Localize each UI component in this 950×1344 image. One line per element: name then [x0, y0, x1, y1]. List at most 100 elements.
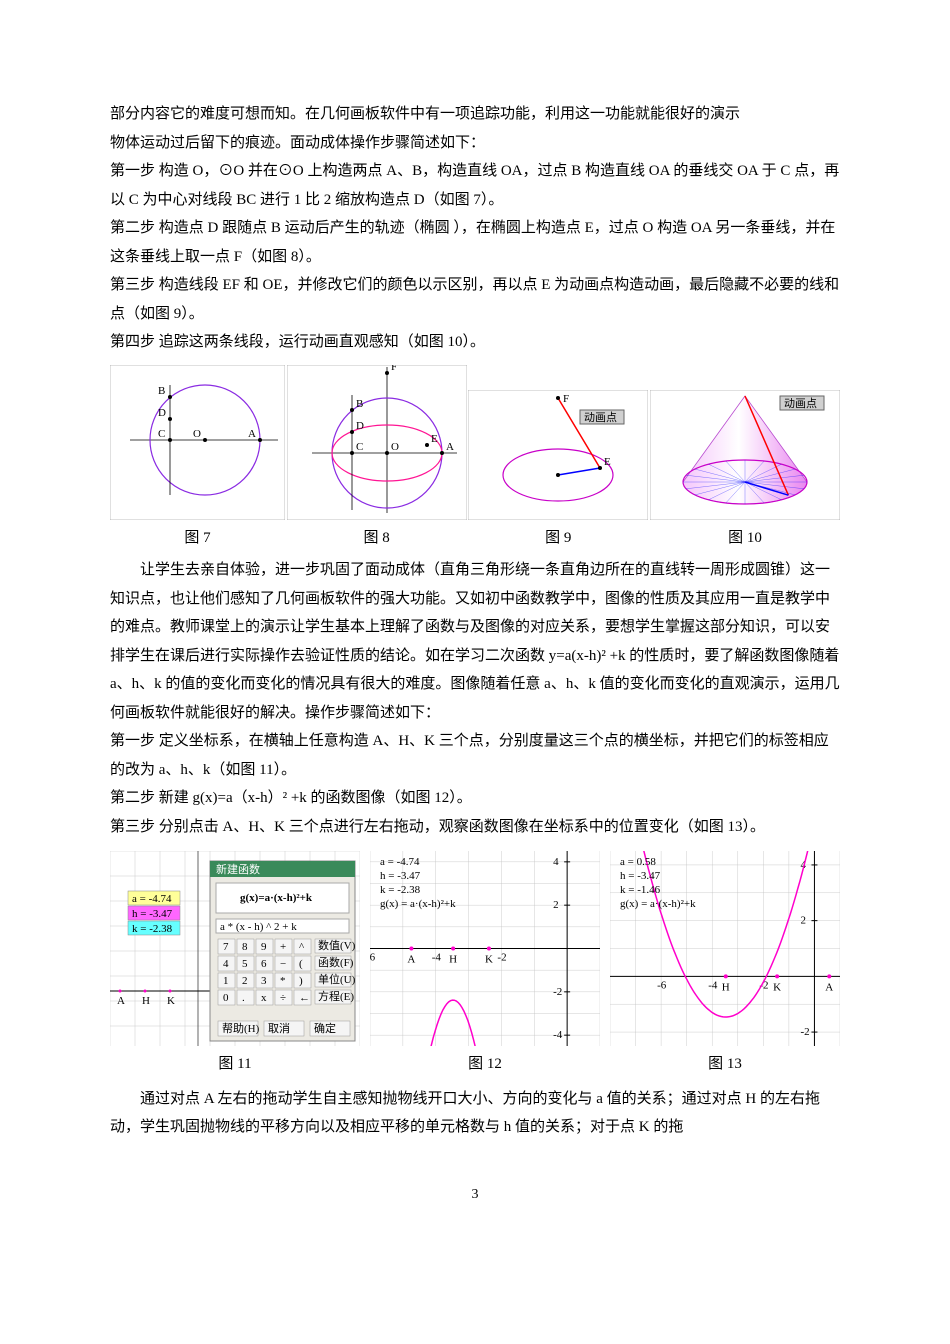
svg-text:A: A	[825, 981, 833, 993]
svg-text:B: B	[356, 398, 363, 410]
page-number: 3	[110, 1182, 840, 1209]
svg-text:1: 1	[223, 975, 229, 987]
figure-13: -6-4-2-224a = 0.58h = -3.47k = -1.46g(x)…	[610, 851, 840, 1079]
svg-text:O: O	[391, 441, 399, 453]
svg-text:D: D	[356, 420, 364, 432]
svg-text:4: 4	[553, 856, 559, 868]
svg-text:^: ^	[299, 941, 305, 953]
svg-text:F: F	[391, 365, 397, 373]
step-a-2: 第二步 构造点 D 跟随点 B 运动后产生的轨迹（椭圆 ），在椭圆上构造点 E，…	[110, 214, 840, 271]
svg-text:A: A	[407, 954, 415, 966]
svg-text:方程(E): 方程(E)	[318, 989, 354, 1003]
svg-text:h = -3.47: h = -3.47	[380, 870, 421, 882]
figure-7: O A B CD 图 7	[110, 365, 285, 553]
svg-text:-4: -4	[553, 1029, 563, 1041]
svg-text:F: F	[563, 393, 569, 405]
figure-row-2: A H Ka = -4.74 h = -3.47 k = -2.38 新建函数 g(x)=a…	[110, 851, 840, 1079]
svg-text:-2: -2	[497, 952, 506, 964]
svg-text:取消: 取消	[268, 1021, 290, 1035]
figure-8: O A B CD E F 图 8	[287, 365, 467, 553]
svg-text:7: 7	[223, 941, 229, 953]
svg-text:a = 0.58: a = 0.58	[620, 856, 656, 868]
svg-text:5: 5	[242, 958, 248, 970]
svg-text:O: O	[193, 428, 201, 440]
svg-text:k = -1.46: k = -1.46	[620, 884, 661, 896]
step-a-1: 第一步 构造 O，⊙O 并在⊙O 上构造两点 A、B，构造直线 OA，过点 B …	[110, 157, 840, 214]
svg-text:A: A	[446, 441, 454, 453]
figure-13-label: 图 13	[708, 1050, 742, 1079]
svg-text:2: 2	[242, 975, 248, 987]
step-b-1: 第一步 定义坐标系，在横轴上任意构造 A、H、K 三个点，分别度量这三个点的横坐…	[110, 727, 840, 784]
svg-text:2: 2	[553, 899, 559, 911]
svg-text:新建函数: 新建函数	[216, 862, 260, 876]
svg-text:÷: ÷	[280, 992, 286, 1004]
figure-7-label: 图 7	[184, 524, 210, 553]
svg-text:A: A	[248, 428, 256, 440]
figure-11-label: 图 11	[218, 1050, 251, 1079]
svg-text:8: 8	[242, 941, 248, 953]
svg-text:-2: -2	[553, 986, 562, 998]
figure-9: 动画点 F E 图 9	[468, 390, 648, 553]
svg-text:): )	[299, 975, 303, 987]
svg-text:单位(U): 单位(U)	[318, 972, 356, 986]
svg-text:A: A	[117, 995, 125, 1007]
intro-line-1: 部分内容它的难度可想而知。在几何画板软件中有一项追踪功能，利用这一功能就能很好的…	[110, 100, 840, 129]
figure-row-1: OABCD 图 7 OABCDEF 图 8 动画点FE 图 9 动画点 图 10	[110, 365, 840, 553]
svg-text:g(x) = a·(x-h)²+k: g(x) = a·(x-h)²+k	[380, 898, 456, 910]
svg-text:x: x	[261, 992, 267, 1004]
intro-line-2: 物体运动过后留下的痕迹。面动成体操作步骤简述如下：	[110, 129, 840, 158]
svg-text:帮助(H): 帮助(H)	[222, 1021, 260, 1035]
svg-text:H: H	[449, 954, 457, 966]
mid-para-1: 让学生去亲自体验，进一步巩固了面动成体（直角三角形绕一条直角边所在的直线转一周形…	[110, 556, 840, 727]
step-a-3: 第三步 构造线段 EF 和 OE，并修改它们的颜色以示区别，再以点 E 为动画点…	[110, 271, 840, 328]
svg-text:H: H	[722, 981, 730, 993]
svg-text:(: (	[299, 958, 303, 970]
figure-10: 动画点 图 10	[650, 390, 840, 553]
svg-text:-4: -4	[432, 952, 442, 964]
svg-text:a * (x - h) ^ 2 + k: a * (x - h) ^ 2 + k	[220, 921, 297, 933]
svg-text:K: K	[167, 995, 175, 1007]
svg-text:数值(V): 数值(V)	[318, 939, 356, 952]
step-b-3: 第三步 分别点击 A、H、K 三个点进行左右拖动，观察函数图像在坐标系中的位置变…	[110, 813, 840, 842]
svg-text:+: +	[280, 941, 286, 953]
svg-text:h = -3.47: h = -3.47	[620, 870, 661, 882]
svg-text:-4: -4	[708, 979, 718, 991]
svg-text:K: K	[773, 981, 781, 993]
svg-text:9: 9	[261, 941, 267, 953]
svg-text:C: C	[158, 428, 165, 440]
svg-text:k = -2.38: k = -2.38	[132, 923, 173, 935]
svg-text:a = -4.74: a = -4.74	[132, 893, 172, 905]
svg-text:E: E	[604, 456, 611, 468]
svg-text:a = -4.74: a = -4.74	[380, 856, 420, 868]
step-a-4: 第四步 追踪这两条线段，运行动画直观感知（如图 10）。	[110, 328, 840, 357]
svg-text:动画点: 动画点	[584, 411, 617, 424]
svg-text:-2: -2	[800, 1026, 809, 1038]
svg-text:g(x) = a·(x-h)²+k: g(x) = a·(x-h)²+k	[620, 898, 696, 910]
svg-text:确定: 确定	[314, 1021, 336, 1035]
svg-text:g(x)=a·(x-h)²+k: g(x)=a·(x-h)²+k	[240, 892, 313, 904]
svg-text:3: 3	[261, 975, 267, 987]
figure-11: AHKa = -4.74h = -3.47k = -2.38新建函数g(x)=a…	[110, 851, 360, 1079]
tail-para-1: 通过对点 A 左右的拖动学生自主感知抛物线开口大小、方向的变化与 a 值的关系；…	[110, 1085, 840, 1142]
figure-8-label: 图 8	[364, 524, 390, 553]
svg-text:*: *	[280, 975, 286, 987]
svg-text:h = -3.47: h = -3.47	[132, 908, 173, 920]
figure-10-label: 图 10	[728, 524, 762, 553]
svg-text:2: 2	[800, 915, 806, 927]
svg-text:B: B	[158, 385, 165, 397]
figure-12-label: 图 12	[468, 1050, 502, 1079]
figure-12: -6 -4 -2 -4 -2 2 4 a = -4.74 h = -3.47 k = -2.38 g…	[370, 851, 600, 1079]
svg-text:6: 6	[261, 958, 267, 970]
svg-text:0: 0	[223, 992, 229, 1004]
step-b-2: 第二步 新建 g(x)=a（x-h）² +k 的函数图像（如图 12）。	[110, 784, 840, 813]
svg-text:K: K	[485, 954, 493, 966]
svg-text:k = -2.38: k = -2.38	[380, 884, 421, 896]
svg-text:函数(F): 函数(F)	[318, 956, 354, 969]
figure-9-label: 图 9	[545, 524, 571, 553]
svg-text:-6: -6	[657, 979, 667, 991]
svg-text:C: C	[356, 441, 363, 453]
svg-text:D: D	[158, 407, 166, 419]
svg-text:-6: -6	[370, 952, 376, 964]
svg-text:4: 4	[223, 958, 229, 970]
svg-text:E: E	[431, 433, 438, 445]
